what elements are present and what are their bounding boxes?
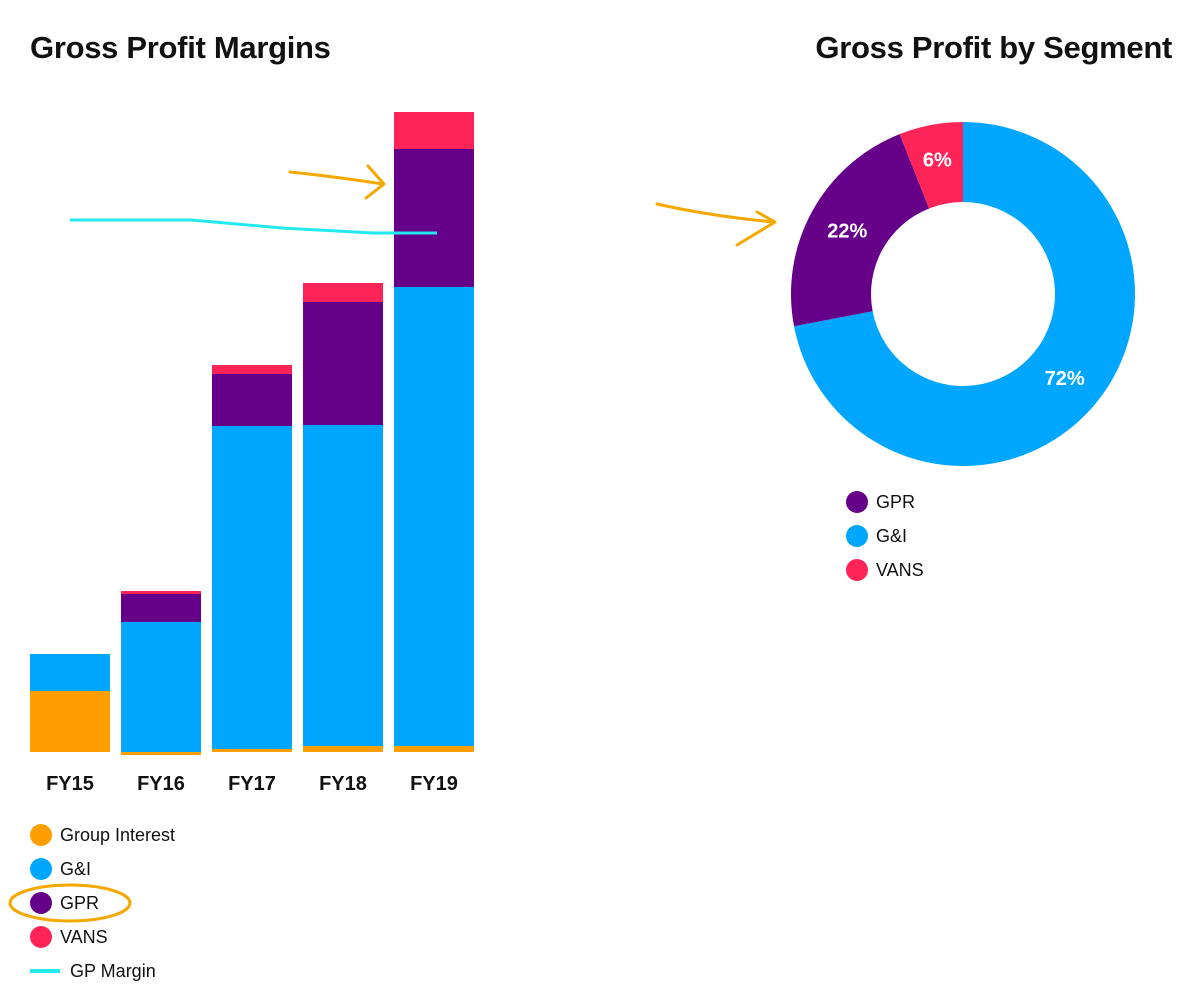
legend-item-gi: G&I [30,852,175,886]
donut-slice-label: 22% [827,220,867,242]
legend-label: GPR [60,892,100,913]
legend-item-vans: VANS [30,920,175,954]
legend-swatch-gpr [30,892,52,914]
bar-gi-fy16 [121,622,201,752]
bar-gpr-fy18 [303,302,383,425]
donut-slice-gpr [791,134,930,327]
legend-label: GPR [876,491,916,512]
bar-gpr-fy17 [212,374,292,426]
legend-swatch-gpr [846,491,868,513]
donut-slice-vans [899,122,963,209]
x-tick-label: FY15 [46,773,94,795]
legend-item-vans: VANS [846,553,924,587]
annotation-circle-gpr [8,883,132,923]
donut-chart: 72% 22% 6% [791,122,1135,466]
legend-label: VANS [876,559,924,580]
line-gp-margin [70,218,437,235]
legend-swatch-gi [30,858,52,880]
bar-gpr-fy19 [394,149,474,287]
bar-group-interest-fy19 [394,746,474,752]
donut-slice-label: 6% [923,149,952,171]
legend-label: VANS [60,926,108,947]
bar-gi-fy18 [303,425,383,746]
donut-chart-title: Gross Profit by Segment [815,30,1172,65]
legend-label: G&I [60,858,92,879]
legend-item-group-interest: Group Interest [30,818,175,852]
donut-slice-label: 72% [1045,368,1085,390]
bar-group-interest-fy15 [30,691,110,752]
bar-vans-fy19 [394,112,474,149]
legend-swatch-vans [846,559,868,581]
bar-gi-fy17 [212,426,292,749]
bar-chart-legend: Group Interest G&I GPR VANS GP Margin [30,818,175,988]
bar-vans-fy16 [121,591,201,594]
donut-slice-gi [794,122,1135,466]
legend-item-gi: G&I [846,519,924,553]
bar-chart-title: Gross Profit Margins [30,30,331,65]
bar-gpr-fy16 [121,594,201,622]
x-tick-label: FY16 [137,773,185,795]
legend-swatch-gp-margin [30,969,60,973]
bar-group-interest-fy17 [212,749,292,752]
legend-label: Group Interest [60,824,176,845]
bar-vans-fy18 [303,283,383,302]
bar-group-interest-fy18 [303,746,383,752]
annotations [8,164,777,923]
legend-swatch-group-interest [30,824,52,846]
bar-chart: FY15 FY16 FY17 FY18 FY19 [30,112,474,795]
legend-label: G&I [876,525,908,546]
legend-swatch-gi [846,525,868,547]
bar-gi-fy19 [394,287,474,746]
bar-group-interest-fy16 [121,752,201,755]
x-tick-label: FY18 [319,773,367,795]
bar-vans-fy17 [212,365,292,374]
legend-item-gp-margin: GP Margin [30,954,175,988]
legend-item-gpr: GPR [30,886,175,920]
x-tick-label: FY19 [410,773,458,795]
legend-swatch-vans [30,926,52,948]
donut-chart-legend: GPR G&I VANS [846,485,924,587]
annotation-arrow-donut [655,202,777,247]
legend-label: GP Margin [70,960,156,981]
bar-gi-fy15 [30,654,110,691]
legend-item-gpr: GPR [846,485,924,519]
x-tick-label: FY17 [228,773,276,795]
annotation-arrow-bar [288,164,386,200]
